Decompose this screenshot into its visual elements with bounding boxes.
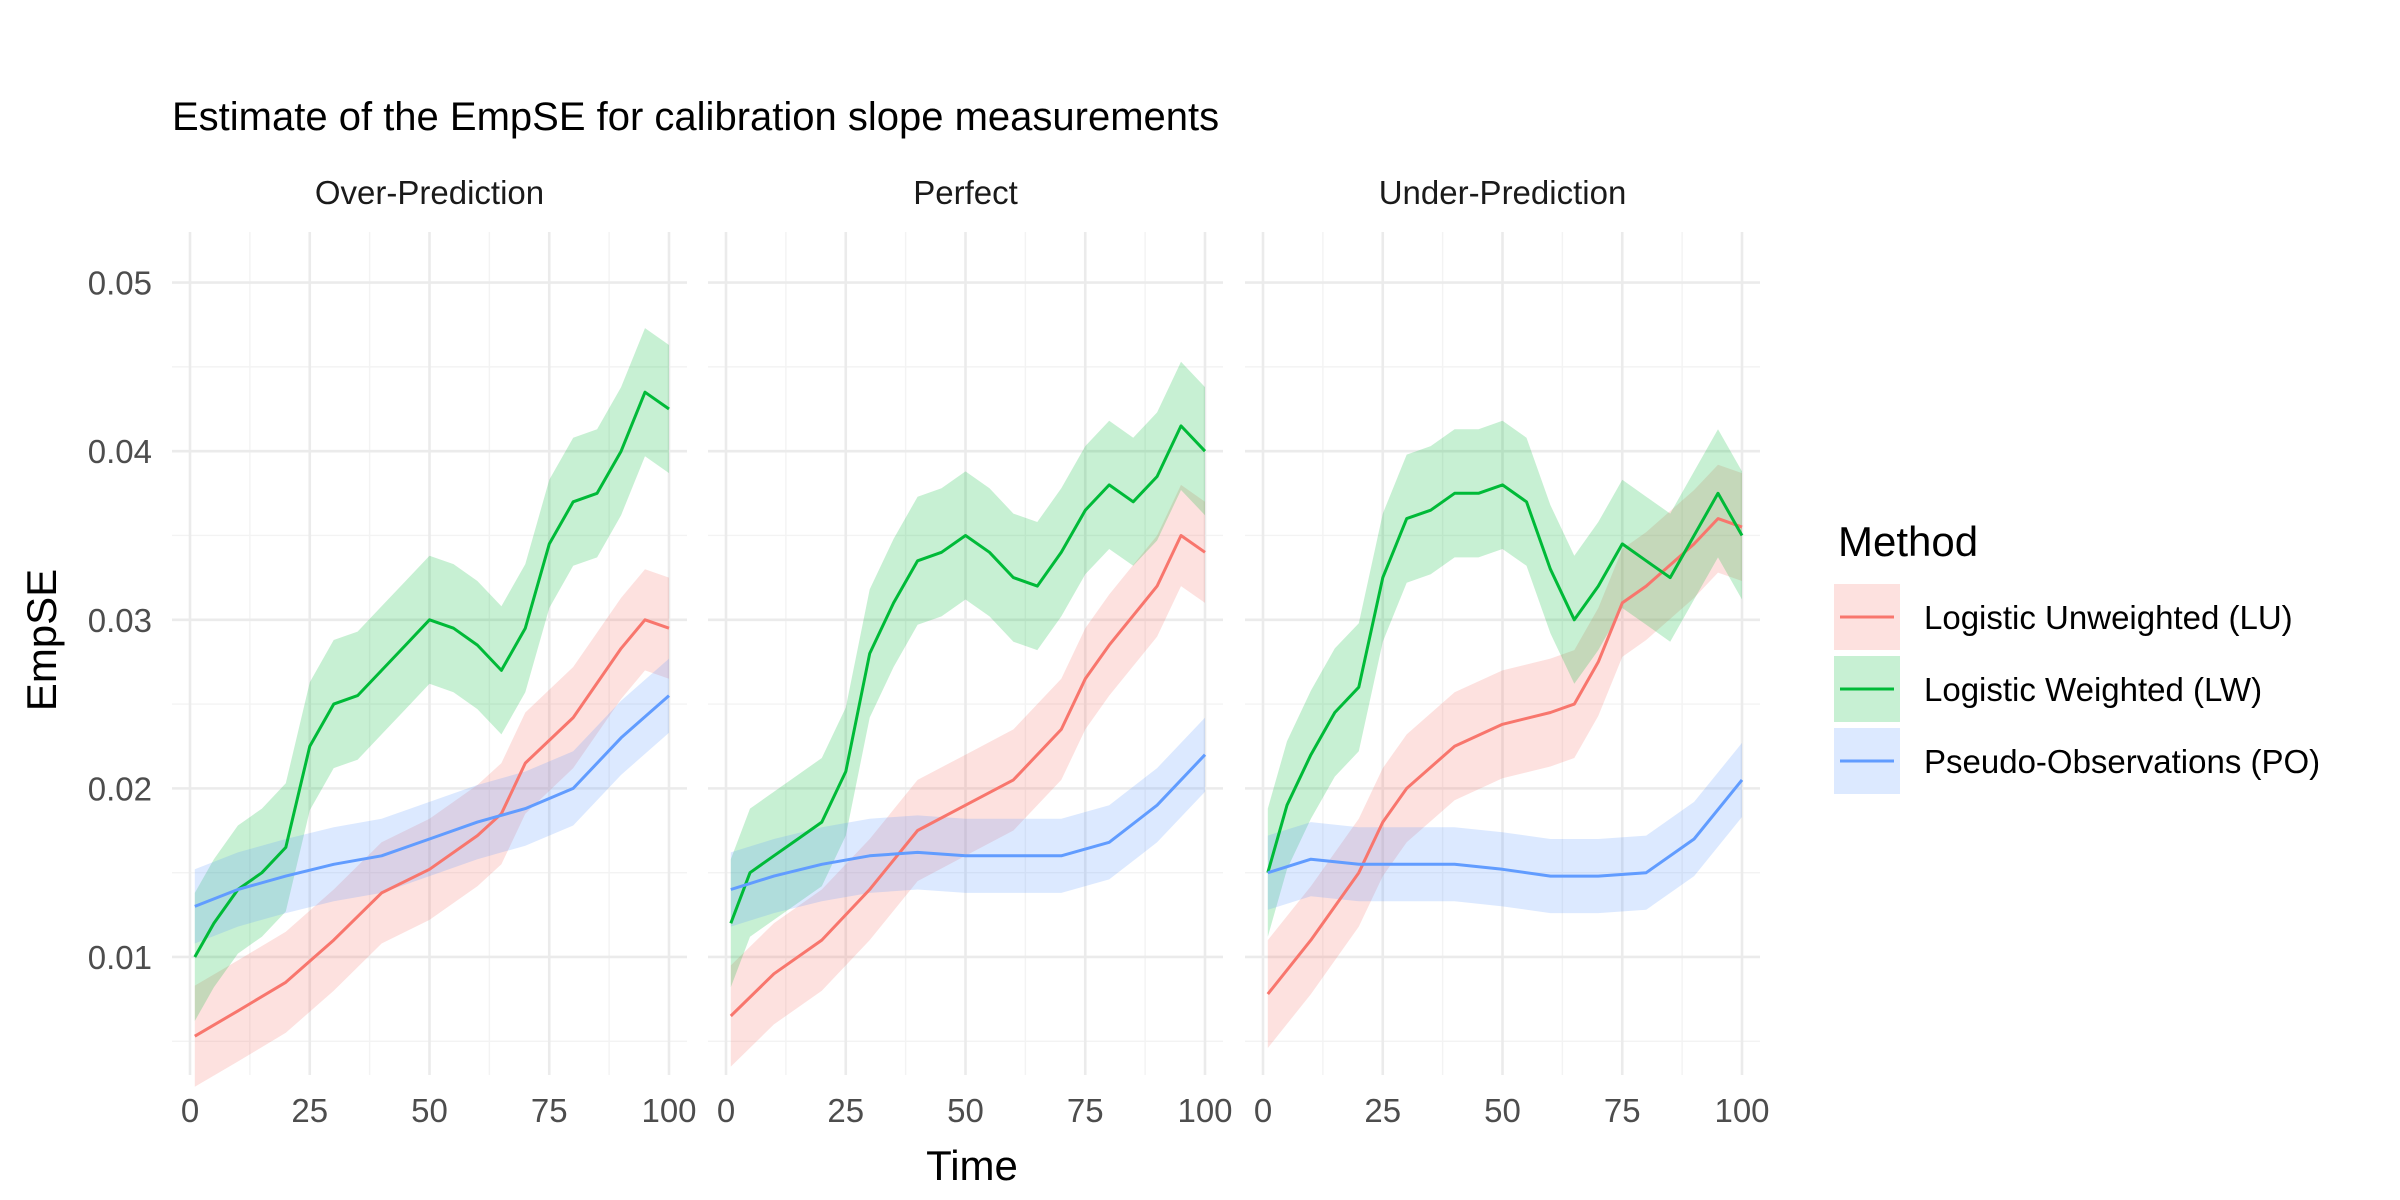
series-line-po: [194, 694, 670, 908]
y-tick-label: 0.01: [88, 939, 152, 976]
x-tick-label: 100: [1177, 1092, 1232, 1129]
x-tick-label: 75: [1604, 1092, 1641, 1129]
x-tick-label: 50: [411, 1092, 448, 1129]
legend: Method Logistic Unweighted (LU) Logistic …: [1834, 518, 2320, 794]
y-tick-label: 0.03: [88, 602, 152, 639]
x-tick-label: 100: [641, 1092, 696, 1129]
legend-item-po: Pseudo-Observations (PO): [1834, 728, 2320, 794]
y-tick-label: 0.02: [88, 770, 152, 807]
y-axis-label: EmpSE: [18, 569, 65, 711]
chart-title: Estimate of the EmpSE for calibration sl…: [172, 95, 1219, 139]
x-axis-label: Time: [926, 1142, 1018, 1189]
series-line-lw: [729, 424, 1207, 924]
x-tick-label: 75: [1067, 1092, 1104, 1129]
legend-label: Logistic Weighted (LW): [1924, 671, 2262, 708]
facet-panel-2: Under-Prediction 0 25 50 75 100: [1245, 174, 1770, 1129]
y-tick-label: 0.05: [88, 265, 152, 302]
x-tick-label: 25: [1364, 1092, 1401, 1129]
series-line-lu: [194, 618, 670, 1038]
grid: [708, 232, 1223, 1075]
series-line-po: [730, 753, 1207, 891]
x-tick-label: 50: [947, 1092, 984, 1129]
series-line-lu: [1266, 517, 1743, 996]
ribbon-lu: [1267, 464, 1742, 1048]
series-line-po: [1267, 778, 1744, 878]
ribbon-lw: [194, 328, 670, 1022]
legend-item-lw: Logistic Weighted (LW): [1834, 656, 2262, 722]
facet-label: Under-Prediction: [1379, 174, 1627, 211]
facet-label: Over-Prediction: [315, 174, 544, 211]
legend-label: Logistic Unweighted (LU): [1924, 599, 2293, 636]
x-tick-label: 0: [181, 1092, 199, 1129]
ribbon-po: [730, 717, 1205, 927]
x-tick-label: 0: [1254, 1092, 1272, 1129]
facet-label: Perfect: [913, 174, 1018, 211]
legend-title: Method: [1838, 518, 1978, 565]
legend-label: Pseudo-Observations (PO): [1924, 743, 2320, 780]
facet-panels: Over-Prediction 0 25 50 75 100 Perfect 0 25 50 75 1…: [88, 174, 1770, 1129]
ribbon-po: [1267, 742, 1742, 914]
y-tick-label: 0.04: [88, 433, 152, 470]
facet-panel-1: Perfect 0 25 50 75 100: [708, 174, 1233, 1129]
facet-panel-0: Over-Prediction 0 25 50 75 100: [172, 174, 697, 1129]
x-tick-label: 25: [827, 1092, 864, 1129]
legend-item-lu: Logistic Unweighted (LU): [1834, 584, 2293, 650]
x-tick-label: 0: [717, 1092, 735, 1129]
x-tick-label: 50: [1484, 1092, 1521, 1129]
x-tick-label: 75: [531, 1092, 568, 1129]
ribbon-lu: [730, 484, 1205, 1067]
x-tick-label: 25: [291, 1092, 328, 1129]
ribbon-lw: [730, 361, 1205, 988]
ribbon-lw: [1267, 420, 1742, 937]
series-line-lw: [1266, 483, 1744, 874]
ribbon-po: [194, 658, 670, 944]
series-line-lu: [729, 534, 1206, 1018]
grid: [1245, 232, 1760, 1075]
series-line-lw: [193, 390, 670, 958]
x-tick-label: 100: [1714, 1092, 1769, 1129]
